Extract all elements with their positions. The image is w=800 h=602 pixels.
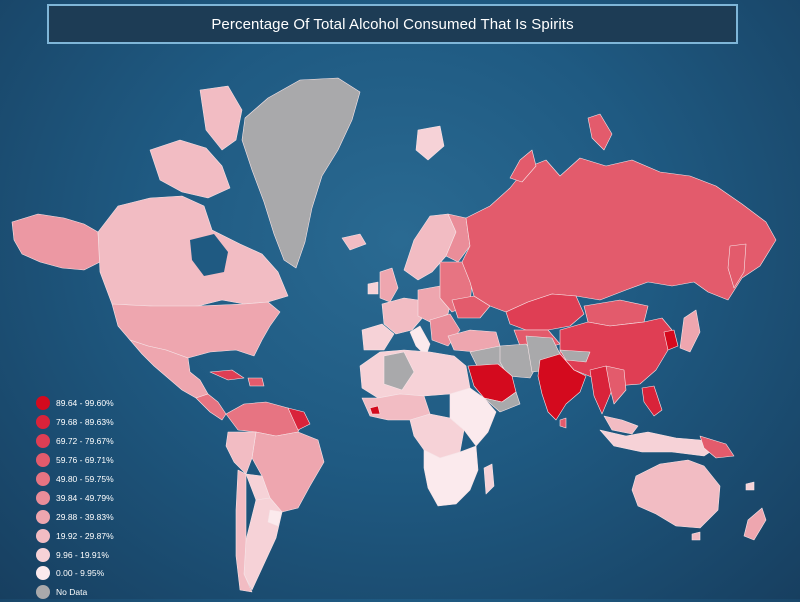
legend-label: 59.76 - 69.71% (56, 455, 114, 466)
region-chile[interactable] (235, 469, 253, 593)
legend-label: No Data (56, 587, 88, 598)
region-brazil[interactable] (251, 431, 325, 513)
legend-swatch (36, 528, 50, 543)
region-greenland[interactable] (241, 77, 361, 269)
region-pacific-islands[interactable] (745, 481, 755, 491)
region-new-zealand[interactable] (743, 507, 767, 541)
legend-swatch (36, 472, 50, 486)
region-usa[interactable] (111, 301, 281, 359)
region-cuba[interactable] (209, 369, 245, 381)
region-iceland[interactable] (341, 233, 367, 251)
legend-label: 89.64 - 99.60% (56, 398, 114, 409)
legend-label: 79.68 - 89.63% (56, 417, 114, 428)
legend-item: 39.84 - 49.79% (36, 488, 114, 507)
map-title-box: Percentage Of Total Alcohol Consumed Tha… (47, 4, 738, 44)
region-australia[interactable] (631, 459, 721, 529)
legend-item: 69.72 - 79.67% (36, 432, 114, 451)
region-baffin-island[interactable] (199, 85, 243, 151)
legend-swatch (36, 547, 50, 562)
legend-swatch (36, 566, 50, 581)
region-arctic-islands[interactable] (149, 139, 231, 199)
legend-label: 9.96 - 19.91% (56, 549, 109, 560)
region-west-africa[interactable] (361, 393, 431, 421)
region-western-europe[interactable] (381, 297, 425, 335)
legend-swatch (36, 453, 50, 468)
map-title: Percentage Of Total Alcohol Consumed Tha… (211, 15, 574, 33)
region-novaya-zemlya[interactable] (509, 149, 537, 183)
region-philippines[interactable] (641, 385, 663, 417)
legend-swatch (36, 509, 50, 524)
legend-label: 39.84 - 49.79% (56, 492, 114, 503)
legend-item: 29.88 - 39.83% (36, 507, 114, 526)
region-vietnam-laos[interactable] (605, 365, 627, 405)
legend-item: 0.00 - 9.95% (36, 564, 114, 583)
legend-item: No Data (36, 583, 114, 602)
region-india[interactable] (537, 353, 587, 421)
region-uk[interactable] (379, 267, 399, 303)
region-ukraine[interactable] (451, 295, 491, 319)
region-yemen-oman[interactable] (483, 391, 521, 413)
region-italy[interactable] (409, 325, 431, 357)
region-myanmar-thailand[interactable] (589, 365, 613, 415)
legend-label: 69.72 - 79.67% (56, 436, 114, 447)
region-indonesia[interactable] (599, 429, 717, 457)
legend-item: 49.80 - 59.75% (36, 470, 114, 489)
legend-item: 89.64 - 99.60% (36, 394, 114, 413)
legend-swatch (36, 585, 50, 600)
region-sierra-leone[interactable] (369, 405, 381, 415)
region-tasmania[interactable] (691, 531, 701, 541)
region-korea[interactable] (663, 329, 679, 351)
region-iberia[interactable] (361, 323, 395, 351)
hudson-bay (190, 234, 228, 276)
region-madagascar[interactable] (483, 463, 495, 495)
region-japan[interactable] (679, 309, 701, 353)
region-north-africa[interactable] (359, 349, 471, 399)
region-severnaya-zemlya[interactable] (587, 113, 613, 151)
region-uruguay[interactable] (267, 509, 283, 527)
legend-item: 19.92 - 29.87% (36, 526, 114, 545)
region-mongolia[interactable] (583, 299, 649, 327)
region-peru[interactable] (225, 431, 257, 475)
legend-item: 59.76 - 69.71% (36, 451, 114, 470)
region-kamchatka[interactable] (727, 243, 747, 289)
legend-label: 49.80 - 59.75% (56, 474, 114, 484)
region-east-africa[interactable] (449, 387, 497, 447)
legend-swatch (36, 490, 50, 505)
region-hispaniola[interactable] (247, 377, 265, 387)
legend-swatch (36, 396, 50, 411)
region-algeria[interactable] (383, 351, 415, 391)
legend-swatch (36, 434, 50, 449)
region-guianas[interactable] (287, 407, 311, 431)
region-sri-lanka[interactable] (559, 417, 567, 429)
legend-label: 29.88 - 39.83% (56, 511, 114, 522)
legend-swatch (36, 415, 50, 430)
legend-item: 9.96 - 19.91% (36, 545, 114, 564)
region-central-america[interactable] (195, 393, 227, 421)
region-colombia-venezuela[interactable] (225, 401, 305, 437)
region-svalbard[interactable] (415, 125, 445, 161)
legend-label: 0.00 - 9.95% (56, 568, 105, 579)
region-ireland[interactable] (367, 281, 379, 295)
legend-label: 19.92 - 29.87% (56, 530, 114, 541)
region-russia[interactable] (461, 157, 777, 313)
region-southern-africa[interactable] (423, 445, 479, 507)
legend-item: 79.68 - 89.63% (36, 413, 114, 432)
region-nepal-bhutan[interactable] (559, 349, 591, 363)
region-papua[interactable] (699, 435, 735, 459)
region-malaysia[interactable] (603, 415, 639, 435)
map-legend: 89.64 - 99.60% 79.68 - 89.63% 69.72 - 79… (36, 394, 114, 602)
region-alaska[interactable] (11, 213, 101, 271)
region-kazakhstan[interactable] (505, 293, 585, 331)
